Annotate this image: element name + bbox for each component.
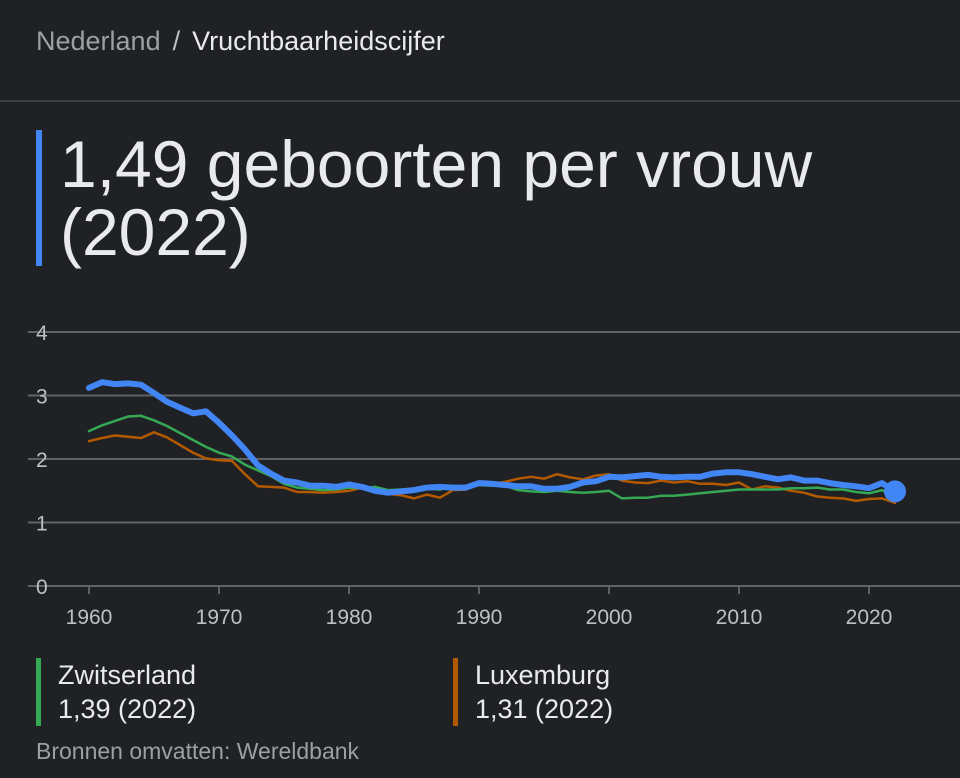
y-tick-label: 3 — [36, 386, 48, 409]
series-line-luxemburg — [87, 431, 897, 505]
latest-value-marker — [884, 480, 906, 503]
fertility-line-chart[interactable]: 0 1 2 3 4 1960 1970 1980 1990 2000 2010 2020 — [0, 310, 960, 645]
y-tick-label: 4 — [36, 322, 48, 345]
legend-value: 1,31 (2022) — [475, 694, 614, 724]
breadcrumb-country-link[interactable]: Nederland — [36, 26, 161, 56]
breadcrumb-separator: / — [172, 26, 181, 56]
x-tick-label: 2020 — [846, 606, 893, 629]
headline-value: 1,49 geboorten per vrouw (2022) — [36, 130, 880, 266]
x-tick-label: 2000 — [586, 606, 633, 629]
y-tick-label: 2 — [36, 449, 48, 472]
legend-item-switzerland[interactable]: Zwitserland 1,39 (2022) — [36, 658, 196, 726]
chart-svg: 0 1 2 3 4 1960 1970 1980 1990 2000 2010 2020 — [28, 322, 960, 629]
header-divider — [0, 100, 960, 102]
legend-item-luxembourg[interactable]: Luxemburg 1,31 (2022) — [453, 658, 613, 726]
x-tick-label: 1980 — [326, 606, 373, 629]
x-tick-label: 1990 — [456, 606, 503, 629]
x-tick-label: 1970 — [196, 606, 243, 629]
x-tick-label: 2010 — [716, 606, 763, 629]
x-tick-label: 1960 — [66, 606, 113, 629]
legend-value: 1,39 (2022) — [58, 694, 197, 724]
breadcrumb: Nederland / Vruchtbaarheidscijfer — [36, 26, 445, 57]
source-note: Bronnen omvatten: Wereldbank — [36, 738, 360, 764]
legend-name: Luxemburg — [475, 660, 611, 690]
y-tick-label: 1 — [36, 513, 48, 536]
y-tick-label: 0 — [36, 576, 48, 599]
breadcrumb-topic: Vruchtbaarheidscijfer — [192, 26, 445, 56]
series-line-nederland — [86, 379, 898, 496]
legend-name: Zwitserland — [58, 660, 197, 690]
